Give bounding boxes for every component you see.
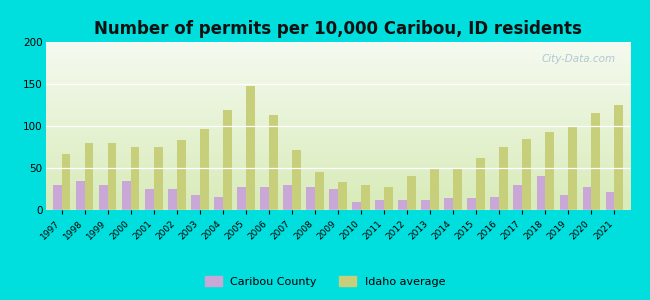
Bar xyxy=(361,185,370,210)
Title: Number of permits per 10,000 Caribou, ID residents: Number of permits per 10,000 Caribou, ID… xyxy=(94,20,582,38)
Bar xyxy=(384,187,393,210)
Bar xyxy=(545,132,554,210)
Bar xyxy=(522,139,531,210)
Bar xyxy=(292,149,301,210)
Bar xyxy=(200,128,209,210)
Bar xyxy=(467,198,476,210)
Bar xyxy=(214,197,223,210)
Bar xyxy=(260,187,269,210)
Bar xyxy=(306,187,315,210)
Bar xyxy=(592,113,600,210)
Bar xyxy=(582,187,592,210)
Bar xyxy=(177,140,185,210)
Bar xyxy=(407,176,416,210)
Bar xyxy=(536,176,545,210)
Bar xyxy=(568,126,577,210)
Text: City-Data.com: City-Data.com xyxy=(541,54,616,64)
Bar xyxy=(315,172,324,210)
Bar xyxy=(62,154,70,210)
Bar xyxy=(84,143,94,210)
Bar xyxy=(421,200,430,210)
Bar xyxy=(491,196,499,210)
Bar xyxy=(145,189,154,210)
Bar xyxy=(237,187,246,210)
Bar xyxy=(108,143,116,210)
Bar xyxy=(269,115,278,210)
Legend: Caribou County, Idaho average: Caribou County, Idaho average xyxy=(200,272,450,291)
Bar xyxy=(53,185,62,210)
Bar xyxy=(560,195,568,210)
Bar xyxy=(338,182,346,210)
Bar xyxy=(352,202,361,210)
Bar xyxy=(122,181,131,210)
Bar xyxy=(168,189,177,210)
Bar xyxy=(430,168,439,210)
Bar xyxy=(614,105,623,210)
Bar xyxy=(476,158,485,210)
Bar xyxy=(606,191,614,210)
Bar xyxy=(398,200,407,210)
Bar xyxy=(330,189,338,210)
Bar xyxy=(445,198,453,210)
Bar xyxy=(154,147,162,210)
Bar xyxy=(283,185,292,210)
Bar xyxy=(499,147,508,210)
Bar xyxy=(99,185,108,210)
Bar xyxy=(246,86,255,210)
Bar xyxy=(223,110,231,210)
Bar xyxy=(375,200,384,210)
Bar xyxy=(191,195,200,210)
Bar xyxy=(76,181,85,210)
Bar xyxy=(514,185,522,210)
Bar xyxy=(453,168,462,210)
Bar xyxy=(131,147,140,210)
